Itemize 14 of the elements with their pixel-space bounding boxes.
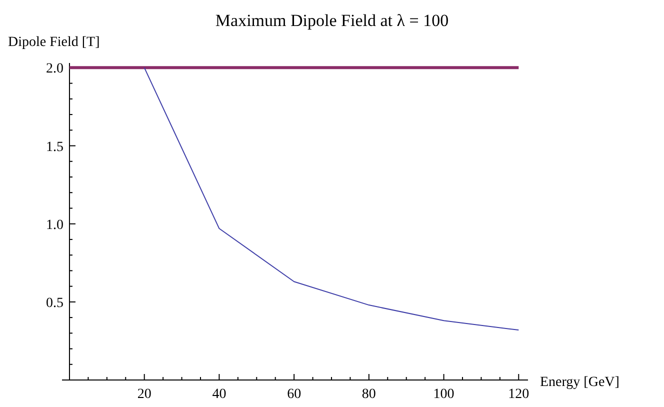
y-tick-label: 0.5 [46, 296, 64, 311]
x-tick-label: 120 [508, 387, 530, 402]
x-axis-title: Energy [GeV] [540, 375, 620, 390]
line-series [144, 67, 520, 331]
y-tick-label: 2.0 [46, 62, 64, 77]
x-tick-label: 80 [362, 387, 376, 402]
x-tick-label: 20 [137, 387, 152, 402]
y-axis-title: Dipole Field [T] [8, 35, 100, 50]
x-tick-label: 40 [212, 387, 226, 402]
y-tick-label: 1.5 [46, 140, 64, 155]
y-tick-label: 1.0 [46, 218, 64, 233]
x-tick-label: 100 [433, 387, 454, 402]
chart-title: Maximum Dipole Field at λ = 100 [215, 11, 449, 30]
x-tick-label: 60 [287, 387, 302, 402]
